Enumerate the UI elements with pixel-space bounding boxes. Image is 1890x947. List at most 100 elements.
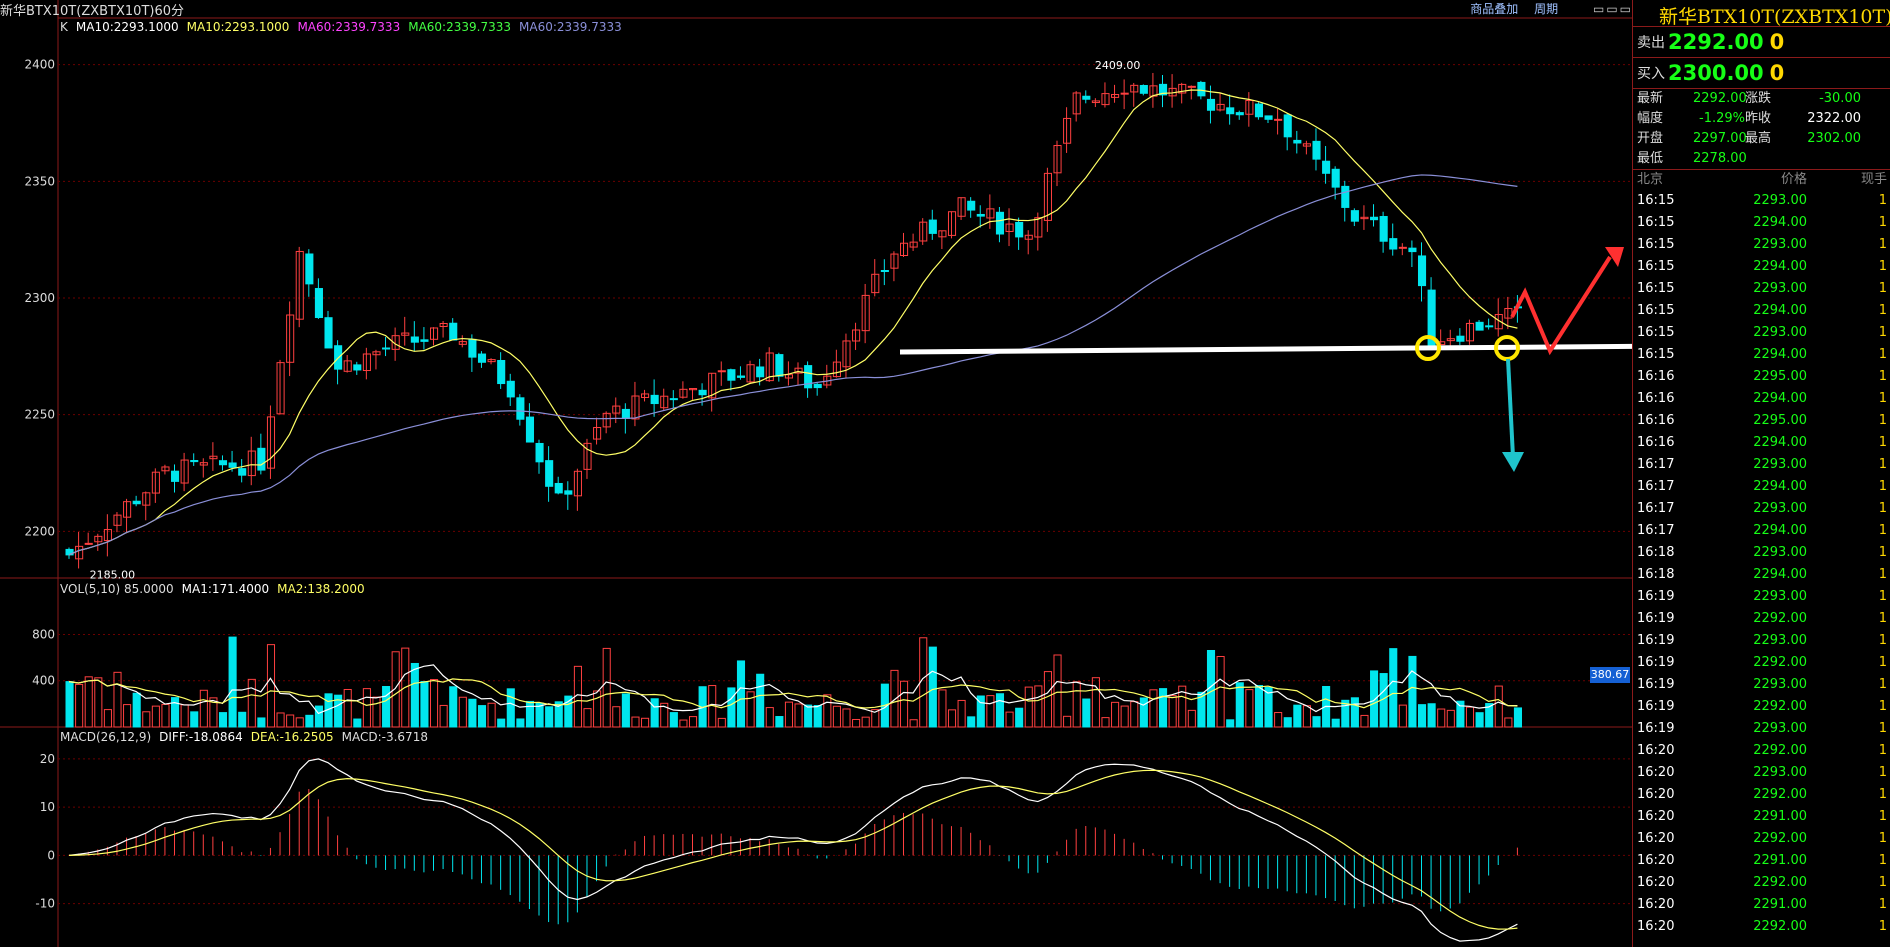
candle-body — [986, 208, 995, 219]
candle-body — [900, 242, 909, 256]
candle-body — [871, 273, 880, 294]
volume-bar — [228, 636, 237, 728]
trade-volume: 1 — [1878, 215, 1887, 230]
trade-row: 16:20 2292.00 1 — [1633, 740, 1890, 762]
kline-chart[interactable]: 2200 2250 2300 2350 2400 400 800 20 10 0 -10 2409.0… — [0, 0, 1632, 947]
candle-body — [947, 211, 957, 236]
trade-volume: 1 — [1878, 347, 1887, 362]
trade-row: 16:19 2293.00 1 — [1633, 630, 1890, 652]
trade-time: 16:19 — [1637, 655, 1675, 670]
window-button-3[interactable]: ▭ — [1619, 2, 1631, 16]
candle-body — [132, 500, 141, 505]
volume-bar — [669, 712, 678, 728]
period-link[interactable]: 周期 — [1534, 2, 1559, 16]
candle-body — [698, 389, 707, 396]
candle-body — [861, 294, 870, 332]
trade-volume: 1 — [1878, 787, 1887, 802]
trade-row: 16:16 2294.00 1 — [1633, 432, 1890, 454]
volume-bar — [986, 695, 995, 728]
trade-volume: 1 — [1878, 919, 1887, 934]
candle-body — [1379, 216, 1388, 242]
volume-bar — [1072, 681, 1081, 728]
volume-bar — [180, 704, 189, 728]
macd-tick-label: -10 — [35, 897, 55, 911]
volume-bar — [602, 647, 611, 728]
candle-body — [1293, 139, 1302, 144]
window-title: 新华BTX10T(ZXBTX10T)60分 — [0, 4, 184, 19]
candle-body — [1063, 117, 1072, 144]
price-tick-label: 2200 — [24, 524, 55, 538]
volume-bar — [1494, 685, 1503, 728]
volume-bar — [1437, 708, 1446, 728]
buy-qty: 0 — [1769, 61, 1785, 85]
price-tick-label: 2400 — [24, 58, 55, 72]
trades-header-price: 价格 — [1780, 172, 1807, 187]
volume-bar — [1111, 701, 1120, 728]
candle-body — [468, 338, 477, 358]
candle-body — [1187, 85, 1196, 88]
candle-body — [583, 442, 592, 470]
window-button-1[interactable]: ▭ — [1592, 2, 1605, 16]
volume-bar — [1408, 655, 1417, 728]
macd-legend-item: MACD:-3.6718 — [341, 730, 428, 744]
quote-stat-value: 2297.00 — [1693, 131, 1747, 146]
volume-bar — [794, 703, 803, 728]
candle-body — [1283, 114, 1292, 138]
candle-body — [957, 197, 966, 217]
candle-body — [1322, 160, 1331, 174]
trade-time: 16:15 — [1637, 215, 1675, 230]
trade-time: 16:15 — [1637, 259, 1675, 274]
candle-body — [813, 383, 822, 389]
trade-volume: 1 — [1878, 875, 1887, 890]
trade-price: 2293.00 — [1753, 589, 1807, 604]
trade-row: 16:17 2294.00 1 — [1633, 476, 1890, 498]
volume-bar — [218, 712, 228, 728]
main-legend: K MA10:2293.1000 MA10:2293.1000 MA60:2339.7… — [60, 20, 630, 34]
volume-bar — [314, 705, 323, 728]
candle-body — [832, 361, 841, 378]
trade-price: 2292.00 — [1753, 831, 1807, 846]
volume-bar — [103, 709, 112, 728]
trade-row: 16:19 2292.00 1 — [1633, 652, 1890, 674]
trade-volume: 1 — [1878, 501, 1887, 516]
main-legend-item: MA60:2339.7333 — [408, 20, 511, 34]
candle-body — [1120, 92, 1129, 95]
candle-body — [1341, 185, 1350, 208]
candle-body — [190, 460, 199, 463]
volume-bar — [468, 698, 477, 728]
trade-price: 2292.00 — [1753, 699, 1807, 714]
volume-bar — [1485, 703, 1494, 728]
trade-time: 16:15 — [1637, 303, 1675, 318]
trade-time: 16:19 — [1637, 633, 1675, 648]
volume-bar — [391, 651, 400, 728]
volume-bar — [430, 679, 439, 728]
candle-body — [573, 470, 582, 497]
candle-body — [688, 388, 698, 391]
window-button-2[interactable]: ▭ — [1606, 2, 1618, 16]
volume-bar — [1456, 700, 1465, 728]
trade-price: 2293.00 — [1753, 633, 1807, 648]
volume-bar — [477, 705, 487, 728]
chart-panel[interactable]: 2200 2250 2300 2350 2400 400 800 20 10 0 -10 2409.0… — [0, 0, 1632, 947]
overlay-link[interactable]: 商品叠加 — [1470, 2, 1519, 16]
candle-body — [919, 221, 928, 242]
trade-row: 16:19 2293.00 1 — [1633, 674, 1890, 696]
quote-stat-value — [1801, 149, 1861, 169]
volume-bar — [1120, 705, 1129, 728]
volume-bar — [123, 704, 132, 728]
trade-time: 16:17 — [1637, 501, 1675, 516]
volume-bar — [94, 677, 103, 728]
quote-stats: 最新 2292.00 涨跌 -30.00 幅度 -1.29% 昨收 2322.00 开盘 2297… — [1633, 89, 1890, 169]
candle-body — [276, 362, 285, 415]
trade-volume: 1 — [1878, 743, 1887, 758]
support-line — [899, 343, 1632, 355]
candle-body — [612, 405, 621, 414]
candle-body — [391, 335, 400, 350]
volume-bar — [142, 711, 151, 728]
volume-bar — [1465, 706, 1475, 728]
volume-bar — [247, 678, 256, 728]
candle-body — [477, 353, 487, 363]
candle-body — [928, 219, 937, 234]
volume-bar — [1312, 716, 1321, 728]
trades-list[interactable]: 16:15 2293.00 1 16:15 2294.00 1 16:15 2293.00 1 1… — [1633, 190, 1890, 938]
